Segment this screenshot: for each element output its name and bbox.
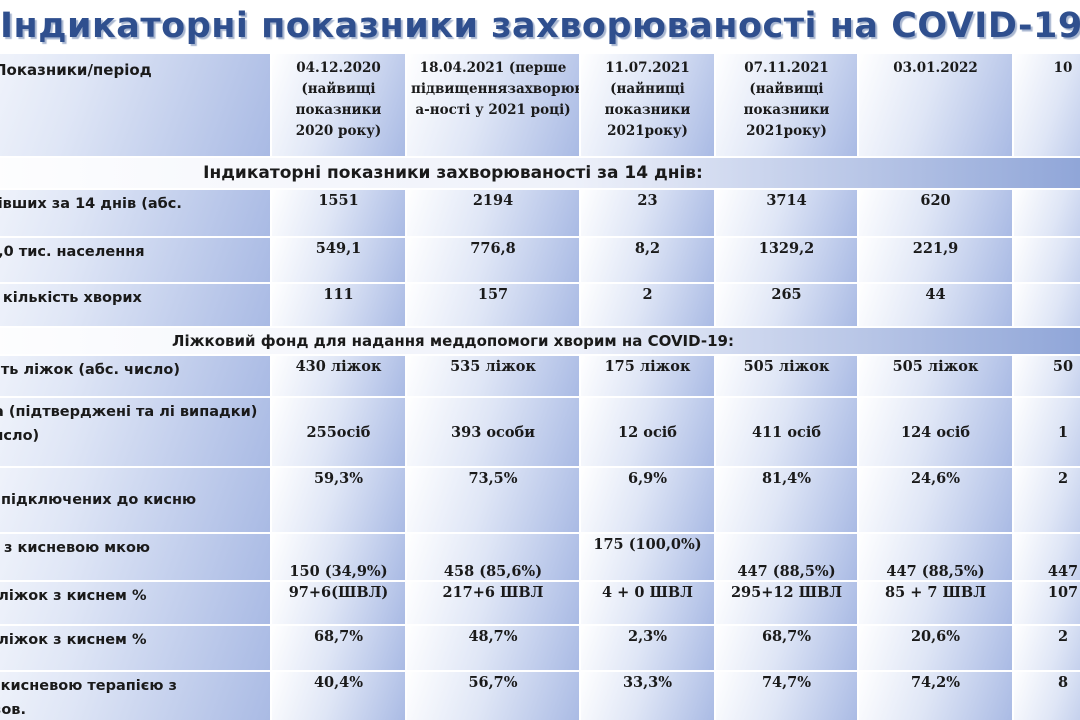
cell: 107 (1012, 580, 1080, 626)
cell: 255осіб (270, 396, 407, 468)
cell: 150 (34,9%) (270, 532, 407, 582)
cell: 124 осіб (857, 396, 1014, 468)
cell: 157 (405, 282, 581, 328)
cell: 2 (1012, 624, 1080, 672)
cell: 2194 (405, 188, 581, 238)
cell: 20,6% (857, 624, 1014, 672)
cell: 24,6% (857, 466, 1014, 534)
cell: 59,3% (270, 466, 407, 534)
row-label: аженість ліжок з киснем % (0, 624, 272, 672)
cell (1012, 236, 1080, 284)
cell: 295+12 ШВЛ (714, 580, 859, 626)
cell: 2,3% (579, 624, 716, 672)
cell: 81,4% (714, 466, 859, 534)
header-row: Показники/період 04.12.2020 (найвищі пок… (0, 52, 1080, 158)
cell: 535 ліжок (405, 354, 581, 398)
cell: 97+6(ШВЛ) (270, 580, 407, 626)
cell: 68,7% (270, 624, 407, 672)
cell: 175 (100,0%) (579, 532, 716, 582)
cell: 85 + 7 ШВЛ (857, 580, 1014, 626)
header-col-1: 04.12.2020 (найвищі показники 2020 року) (270, 52, 407, 158)
cell: 50 (1012, 354, 1080, 398)
table-row: зпечених кисневою терапією з госпіталізо… (0, 670, 1080, 720)
cell: 73,5% (405, 466, 581, 534)
table-row: ик на 100,0 тис. населення 549,1 776,8 8… (0, 236, 1080, 284)
header-col-2: 18.04.2021 (перше підвищеннязахворюв а-н… (405, 52, 581, 158)
cell: 68,7% (714, 624, 859, 672)
cell: 505 ліжок (857, 354, 1014, 398)
cell: 447 (88,5%) (857, 532, 1014, 582)
cell: 265 (714, 282, 859, 328)
table-row: аженість ліжок з киснем % 97+6(ШВЛ) 217+… (0, 580, 1080, 626)
row-label: ть захворівших за 14 днів (абс. (0, 188, 272, 238)
cell: 776,8 (405, 236, 581, 284)
cell: 1329,2 (714, 236, 859, 284)
section-row-beds: Ліжковий фонд для надання меддопомоги хв… (0, 326, 1080, 356)
cell: 4 + 0 ШВЛ (579, 580, 716, 626)
table-row: аженість ліжок з киснем % 68,7% 48,7% 2,… (0, 624, 1080, 672)
table-row: ть ліжок, підключених до кисню 59,3% 73,… (0, 466, 1080, 534)
cell: 175 ліжок (579, 354, 716, 398)
table-row: ть захворівших за 14 днів (абс. 1551 219… (0, 188, 1080, 238)
header-label: Показники/період (0, 52, 272, 158)
row-label: ть ліжок, підключених до кисню (0, 466, 272, 534)
cell: 505 ліжок (714, 354, 859, 398)
cell: 549,1 (270, 236, 407, 284)
row-label: ьодобова кількість хворих (0, 282, 272, 328)
cell: 620 (857, 188, 1014, 238)
row-label: ість ліжка (підтверджені та лі випадки) … (0, 396, 272, 468)
row-label: на кількість ліжок (абс. число) (0, 354, 272, 398)
cell: 74,2% (857, 670, 1014, 720)
cell: 40,4% (270, 670, 407, 720)
header-col-6: 10 (1012, 52, 1080, 158)
cell: 12 осіб (579, 396, 716, 468)
indicators-table-container: Показники/період 04.12.2020 (найвищі пок… (0, 52, 1080, 720)
cell: 23 (579, 188, 716, 238)
cell: 6,9% (579, 466, 716, 534)
header-col-3: 11.07.2021 (найнищі показники 2021року) (579, 52, 716, 158)
row-label: аженість ліжок з киснем % (0, 580, 272, 626)
cell: 56,7% (405, 670, 581, 720)
row-label: зпечених кисневою терапією з госпіталізо… (0, 670, 272, 720)
table-row: ість ліжка (підтверджені та лі випадки) … (0, 396, 1080, 468)
section-title-morbidity: Індикаторні показники захворюваності за … (203, 163, 703, 183)
cell (1012, 188, 1080, 238)
section-title-beds: Ліжковий фонд для надання меддопомоги хв… (172, 332, 734, 350)
section-row-morbidity: Індикаторні показники захворюваності за … (0, 156, 1080, 190)
cell: 217+6 ШВЛ (405, 580, 581, 626)
row-label: ть хворих з кисневою мкою (0, 532, 272, 582)
cell: 447 (1012, 532, 1080, 582)
cell: 74,7% (714, 670, 859, 720)
cell: 33,3% (579, 670, 716, 720)
cell: 44 (857, 282, 1014, 328)
table-row: ьодобова кількість хворих 111 157 2 265 … (0, 282, 1080, 328)
header-col-5: 03.01.2022 (857, 52, 1014, 158)
table-row: на кількість ліжок (абс. число) 430 ліжо… (0, 354, 1080, 398)
cell: 2 (579, 282, 716, 328)
cell: 393 особи (405, 396, 581, 468)
indicators-table: Показники/період 04.12.2020 (найвищі пок… (0, 52, 1080, 720)
page-title: Індикаторні показники захворюваності на … (0, 6, 1080, 46)
cell: 411 осіб (714, 396, 859, 468)
cell: 8 (1012, 670, 1080, 720)
cell: 3714 (714, 188, 859, 238)
cell: 430 ліжок (270, 354, 407, 398)
cell (1012, 282, 1080, 328)
cell: 221,9 (857, 236, 1014, 284)
cell: 2 (1012, 466, 1080, 534)
cell: 1551 (270, 188, 407, 238)
cell: 447 (88,5%) (714, 532, 859, 582)
cell: 1 (1012, 396, 1080, 468)
cell: 458 (85,6%) (405, 532, 581, 582)
cell: 48,7% (405, 624, 581, 672)
cell: 8,2 (579, 236, 716, 284)
row-label: ик на 100,0 тис. населення (0, 236, 272, 284)
table-row: ть хворих з кисневою мкою 150 (34,9%) 45… (0, 532, 1080, 582)
header-col-4: 07.11.2021 (найвищі показники 2021року) (714, 52, 859, 158)
cell: 111 (270, 282, 407, 328)
